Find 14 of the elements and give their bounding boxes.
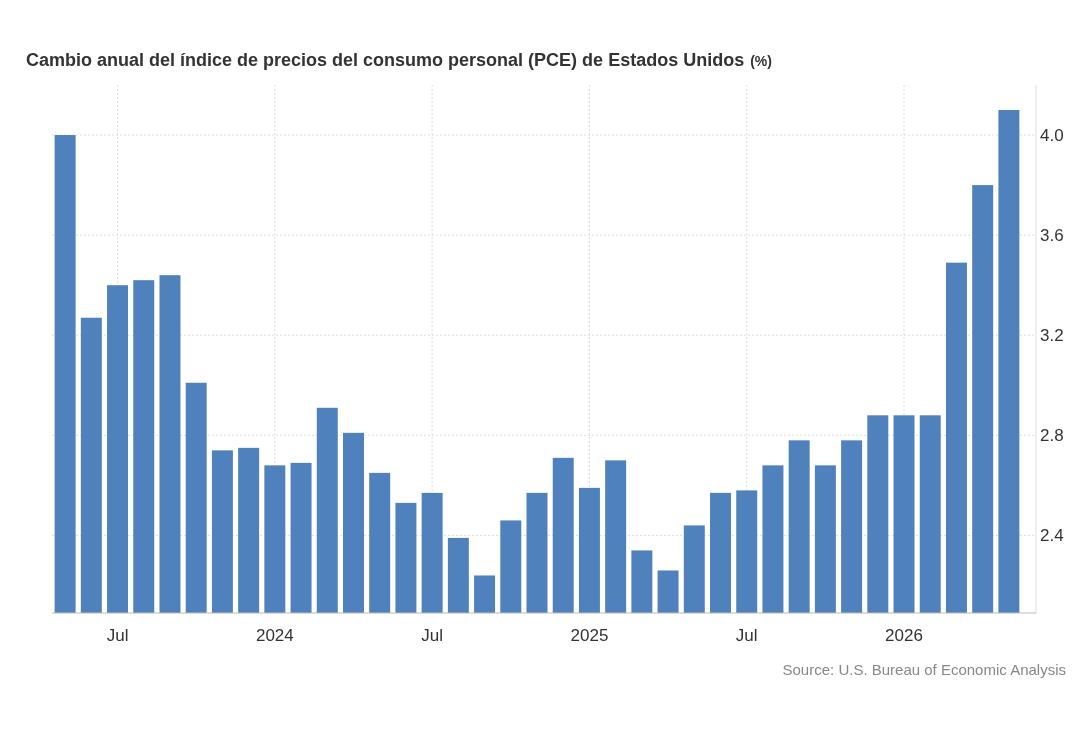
x-tick-label: Jul xyxy=(735,626,758,645)
y-tick-label: 3.6 xyxy=(1040,226,1064,246)
y-tick-label: 2.8 xyxy=(1040,426,1064,446)
x-tick-label: Jul xyxy=(106,626,129,645)
y-tick-label: 2.4 xyxy=(1040,526,1064,546)
x-tick-label: 2024 xyxy=(255,626,294,645)
y-tick-label: 3.2 xyxy=(1040,326,1064,346)
x-tick-label: 2026 xyxy=(885,626,923,645)
y-tick-label: 4.0 xyxy=(1040,126,1064,145)
x-tick-label: Jul xyxy=(421,626,443,645)
chart-title: Cambio anual del índice de precios del consumo personal (PCE) de Estados Unidos xyxy=(26,50,745,70)
y-axis-title: (%) xyxy=(750,53,772,69)
source-note: Source: U.S. Bureau of Economic Analysis xyxy=(782,661,1066,678)
x-tick-label: 2025 xyxy=(570,626,609,645)
